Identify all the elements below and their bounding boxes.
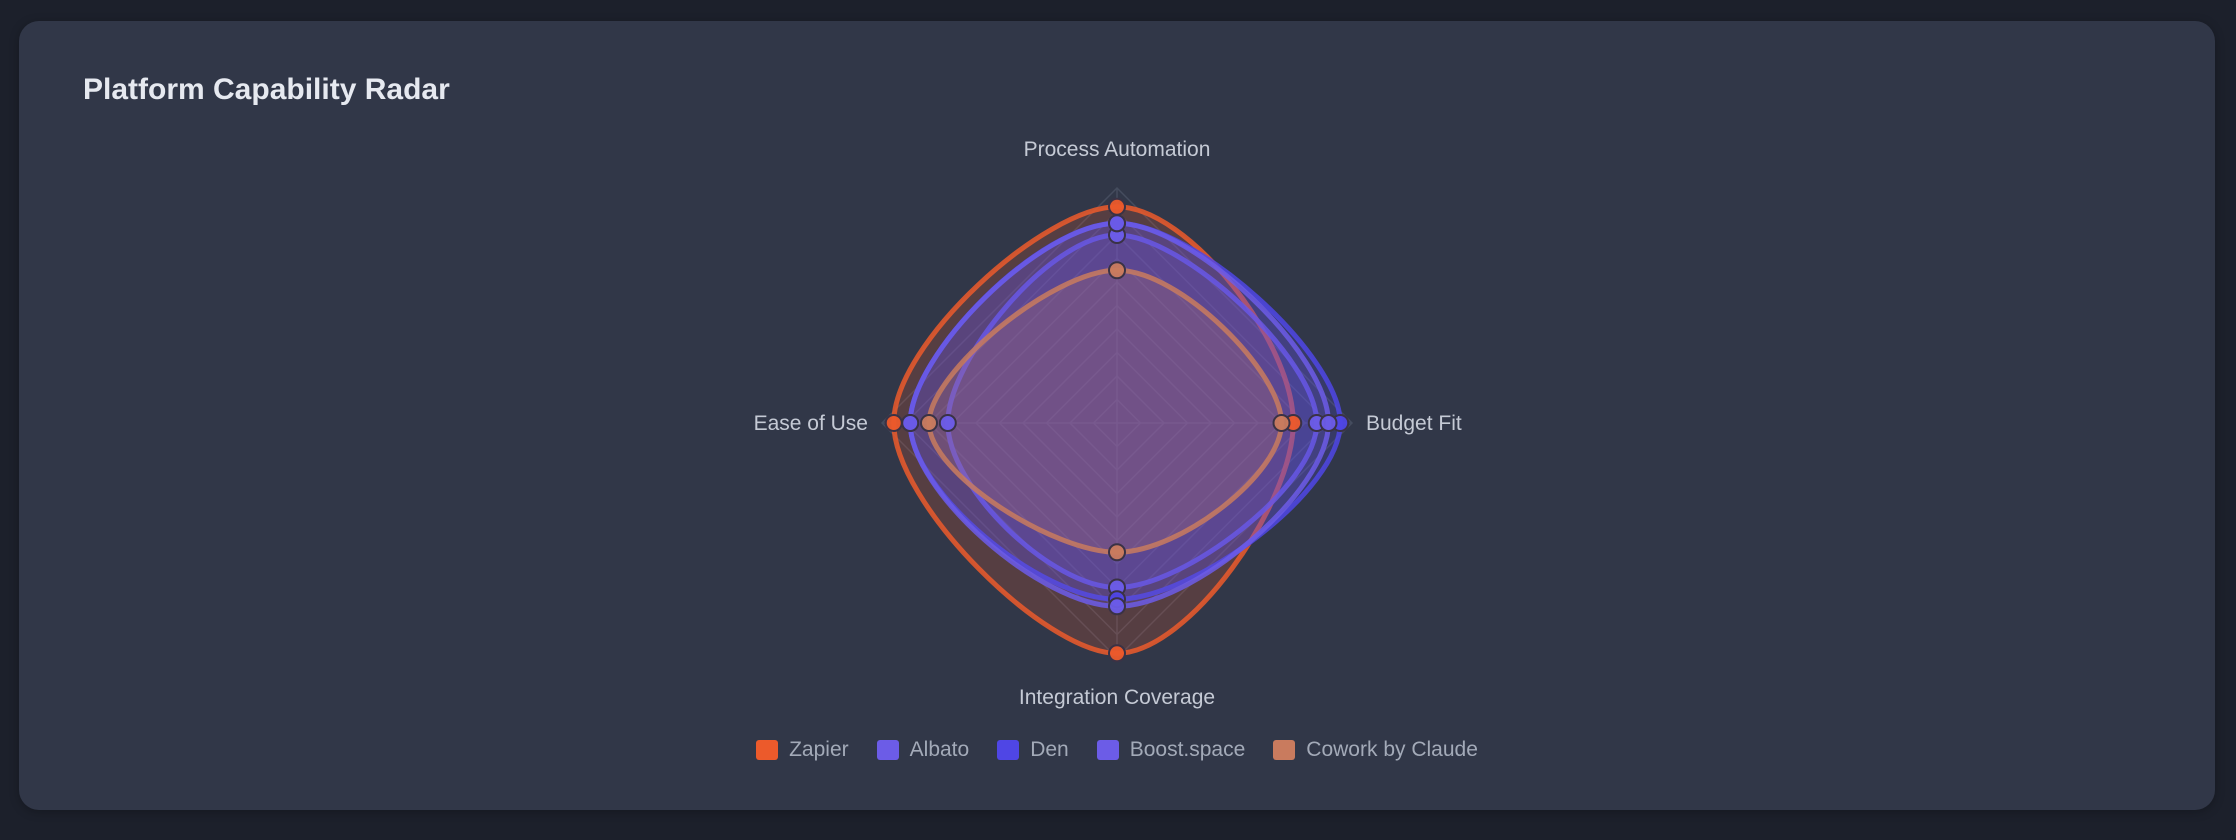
legend-swatch-icon <box>997 740 1020 760</box>
axis-label-budget-fit: Budget Fit <box>1366 412 1462 435</box>
legend-item-den[interactable]: Den <box>997 738 1069 762</box>
legend-label: Cowork by Claude <box>1306 738 1478 761</box>
legend-label: Zapier <box>789 738 849 761</box>
data-point-boost-space[interactable] <box>1108 214 1126 233</box>
data-point-boost-space[interactable] <box>901 414 920 432</box>
chart-card: Platform Capability Radar Process Automa… <box>19 21 2215 810</box>
radar-series <box>891 204 1343 656</box>
chart-legend: Zapier Albato Den Boost.space Cowork by … <box>19 738 2215 762</box>
axis-label-ease-of-use: Ease of Use <box>754 412 868 435</box>
data-point-boost-space[interactable] <box>1319 414 1338 432</box>
radar-chart: Process Automation Budget Fit Integration … <box>754 138 1462 709</box>
legend-label: Den <box>1030 738 1069 761</box>
legend-swatch-icon <box>1273 740 1296 760</box>
data-point-zapier[interactable] <box>1108 644 1126 663</box>
legend-swatch-icon <box>876 740 899 760</box>
legend-label: Boost.space <box>1129 738 1246 761</box>
legend-item-zapier[interactable]: Zapier <box>756 738 849 762</box>
data-point-boost-space[interactable] <box>1108 597 1126 616</box>
data-point-cowork-by-claude[interactable] <box>1108 543 1126 562</box>
legend-swatch-icon <box>1096 740 1119 760</box>
data-point-albato[interactable] <box>938 414 957 432</box>
data-point-cowork-by-claude[interactable] <box>920 414 938 432</box>
data-point-cowork-by-claude[interactable] <box>1108 261 1126 280</box>
data-point-zapier[interactable] <box>884 414 903 432</box>
data-point-cowork-by-claude[interactable] <box>1272 414 1291 432</box>
data-point-zapier[interactable] <box>1108 197 1126 216</box>
legend-item-albato[interactable]: Albato <box>876 738 970 762</box>
axis-label-integration-coverage: Integration Coverage <box>1019 686 1215 709</box>
radar-points <box>884 197 1350 663</box>
legend-item-boost-space[interactable]: Boost.space <box>1096 738 1246 762</box>
chart-title: Platform Capability Radar <box>83 73 450 106</box>
radar-axis-labels: Process Automation Budget Fit Integration … <box>754 138 1462 709</box>
axis-label-process-automation: Process Automation <box>1024 138 1211 161</box>
legend-label: Albato <box>909 738 970 761</box>
legend-swatch-icon <box>756 740 779 760</box>
legend-item-cowork-by-claude[interactable]: Cowork by Claude <box>1273 738 1478 762</box>
